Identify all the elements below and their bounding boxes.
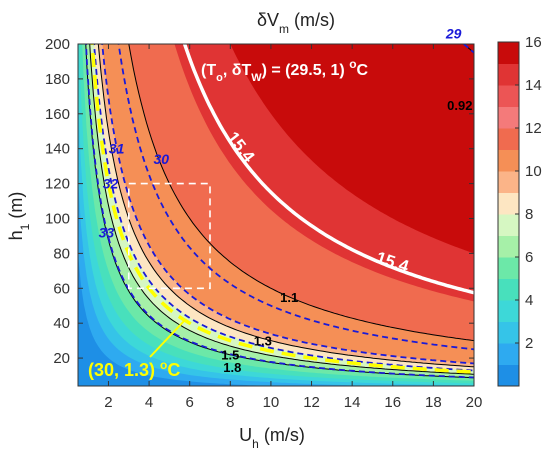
yellow-dashed-contour-line [90, 44, 474, 374]
x-axis-label: Uh (m/s) [239, 425, 305, 451]
y-tick-label: 80 [53, 245, 70, 262]
white-contour-line [182, 44, 474, 295]
contour-label-1.1: 1.1 [280, 290, 298, 305]
colorbar: 2 4 6 8 10 12 14 16 [497, 34, 542, 387]
colorbar-segment [498, 278, 519, 301]
y-tick-label: 160 [45, 106, 70, 123]
colorbar-segment [498, 106, 519, 129]
black-contour-1.3 [97, 44, 474, 368]
yellow-dashed-contour-path [90, 44, 474, 374]
x-tick-label: 4 [145, 394, 153, 411]
x-tick-label: 18 [425, 394, 442, 411]
y-tick-label: 20 [53, 350, 70, 367]
y-tick-label: 60 [53, 280, 70, 297]
colorbar-segment [498, 192, 519, 215]
colorbar-segment [498, 321, 519, 344]
filled-contour-regions [78, 44, 474, 386]
contour-label-1.5: 1.5 [221, 348, 239, 363]
contour-label-1.3: 1.3 [254, 334, 272, 349]
black-contour-1.5 [89, 44, 474, 375]
x-axis-ticks: 2 4 6 8 10 12 14 16 18 20 [104, 44, 482, 411]
colorbar-tick-label: 12 [525, 120, 542, 137]
y-tick-label: 180 [45, 71, 70, 88]
contour-label-30: 30 [153, 151, 169, 167]
colorbar-tick-label: 16 [525, 34, 542, 51]
colorbar-segment [498, 85, 519, 107]
colorbar-tick-label: 8 [525, 206, 533, 223]
colorbar-segment [498, 63, 519, 86]
contour-label-32: 32 [103, 176, 119, 192]
x-tick-label: 6 [186, 394, 194, 411]
blue-contour-30 [117, 44, 474, 351]
colorbar-segment [498, 149, 519, 172]
plot-frame [77, 43, 475, 387]
colorbar-tick-label: 6 [525, 249, 533, 266]
y-tick-label: 100 [45, 210, 70, 227]
contour-fill-level-15 [230, 44, 474, 254]
colorbar-segment [498, 364, 519, 387]
contour-label-31: 31 [109, 141, 125, 157]
blue-contour-33 [85, 44, 474, 379]
annotation-bottom-left: (30, 1.3) oC [88, 358, 180, 380]
contour-label-33: 33 [99, 224, 115, 240]
y-tick-label: 120 [45, 176, 70, 193]
y-axis-label: h1 (m) [6, 192, 32, 241]
colorbar-tick-label: 14 [525, 77, 542, 94]
chart-title: δVm (m/s) [257, 10, 335, 36]
y-axis-ticks: 20 40 60 80 100 120 140 160 180 200 [45, 36, 474, 367]
x-tick-label: 20 [466, 394, 483, 411]
colorbar-segment [498, 42, 519, 64]
colorbar-segment [498, 128, 519, 150]
x-tick-label: 10 [263, 394, 280, 411]
blue-contour-32 [93, 44, 474, 372]
y-tick-label: 40 [53, 315, 70, 332]
dashed-box-rect [127, 182, 211, 290]
colorbar-segment [498, 171, 519, 193]
contour-label-0.92: 0.92 [447, 98, 472, 113]
colorbar-tick-label: 4 [525, 292, 533, 309]
colorbar-segment [498, 300, 519, 322]
x-tick-label: 12 [303, 394, 320, 411]
colorbar-segment [498, 257, 519, 279]
x-tick-label: 14 [344, 394, 361, 411]
contour-label-1.8: 1.8 [223, 360, 241, 375]
colorbar-segment [498, 235, 519, 258]
colorbar-segment [498, 214, 519, 236]
annotation-pointer-line [149, 319, 186, 358]
colorbar-tick-label: 2 [525, 335, 533, 352]
x-tick-label: 16 [384, 394, 401, 411]
black-contour-1.1 [128, 44, 474, 342]
colorbar-tick-label: 10 [525, 163, 542, 180]
y-tick-label: 200 [45, 36, 70, 53]
white-dashed-box [127, 182, 211, 290]
x-tick-label: 8 [226, 394, 234, 411]
white-contour-line-path [182, 44, 474, 295]
blue-dashed-contour-lines [85, 44, 474, 379]
colorbar-segment [498, 343, 519, 365]
contour-label-29: 29 [445, 26, 462, 42]
x-tick-label: 2 [104, 394, 112, 411]
y-tick-label: 140 [45, 141, 70, 158]
